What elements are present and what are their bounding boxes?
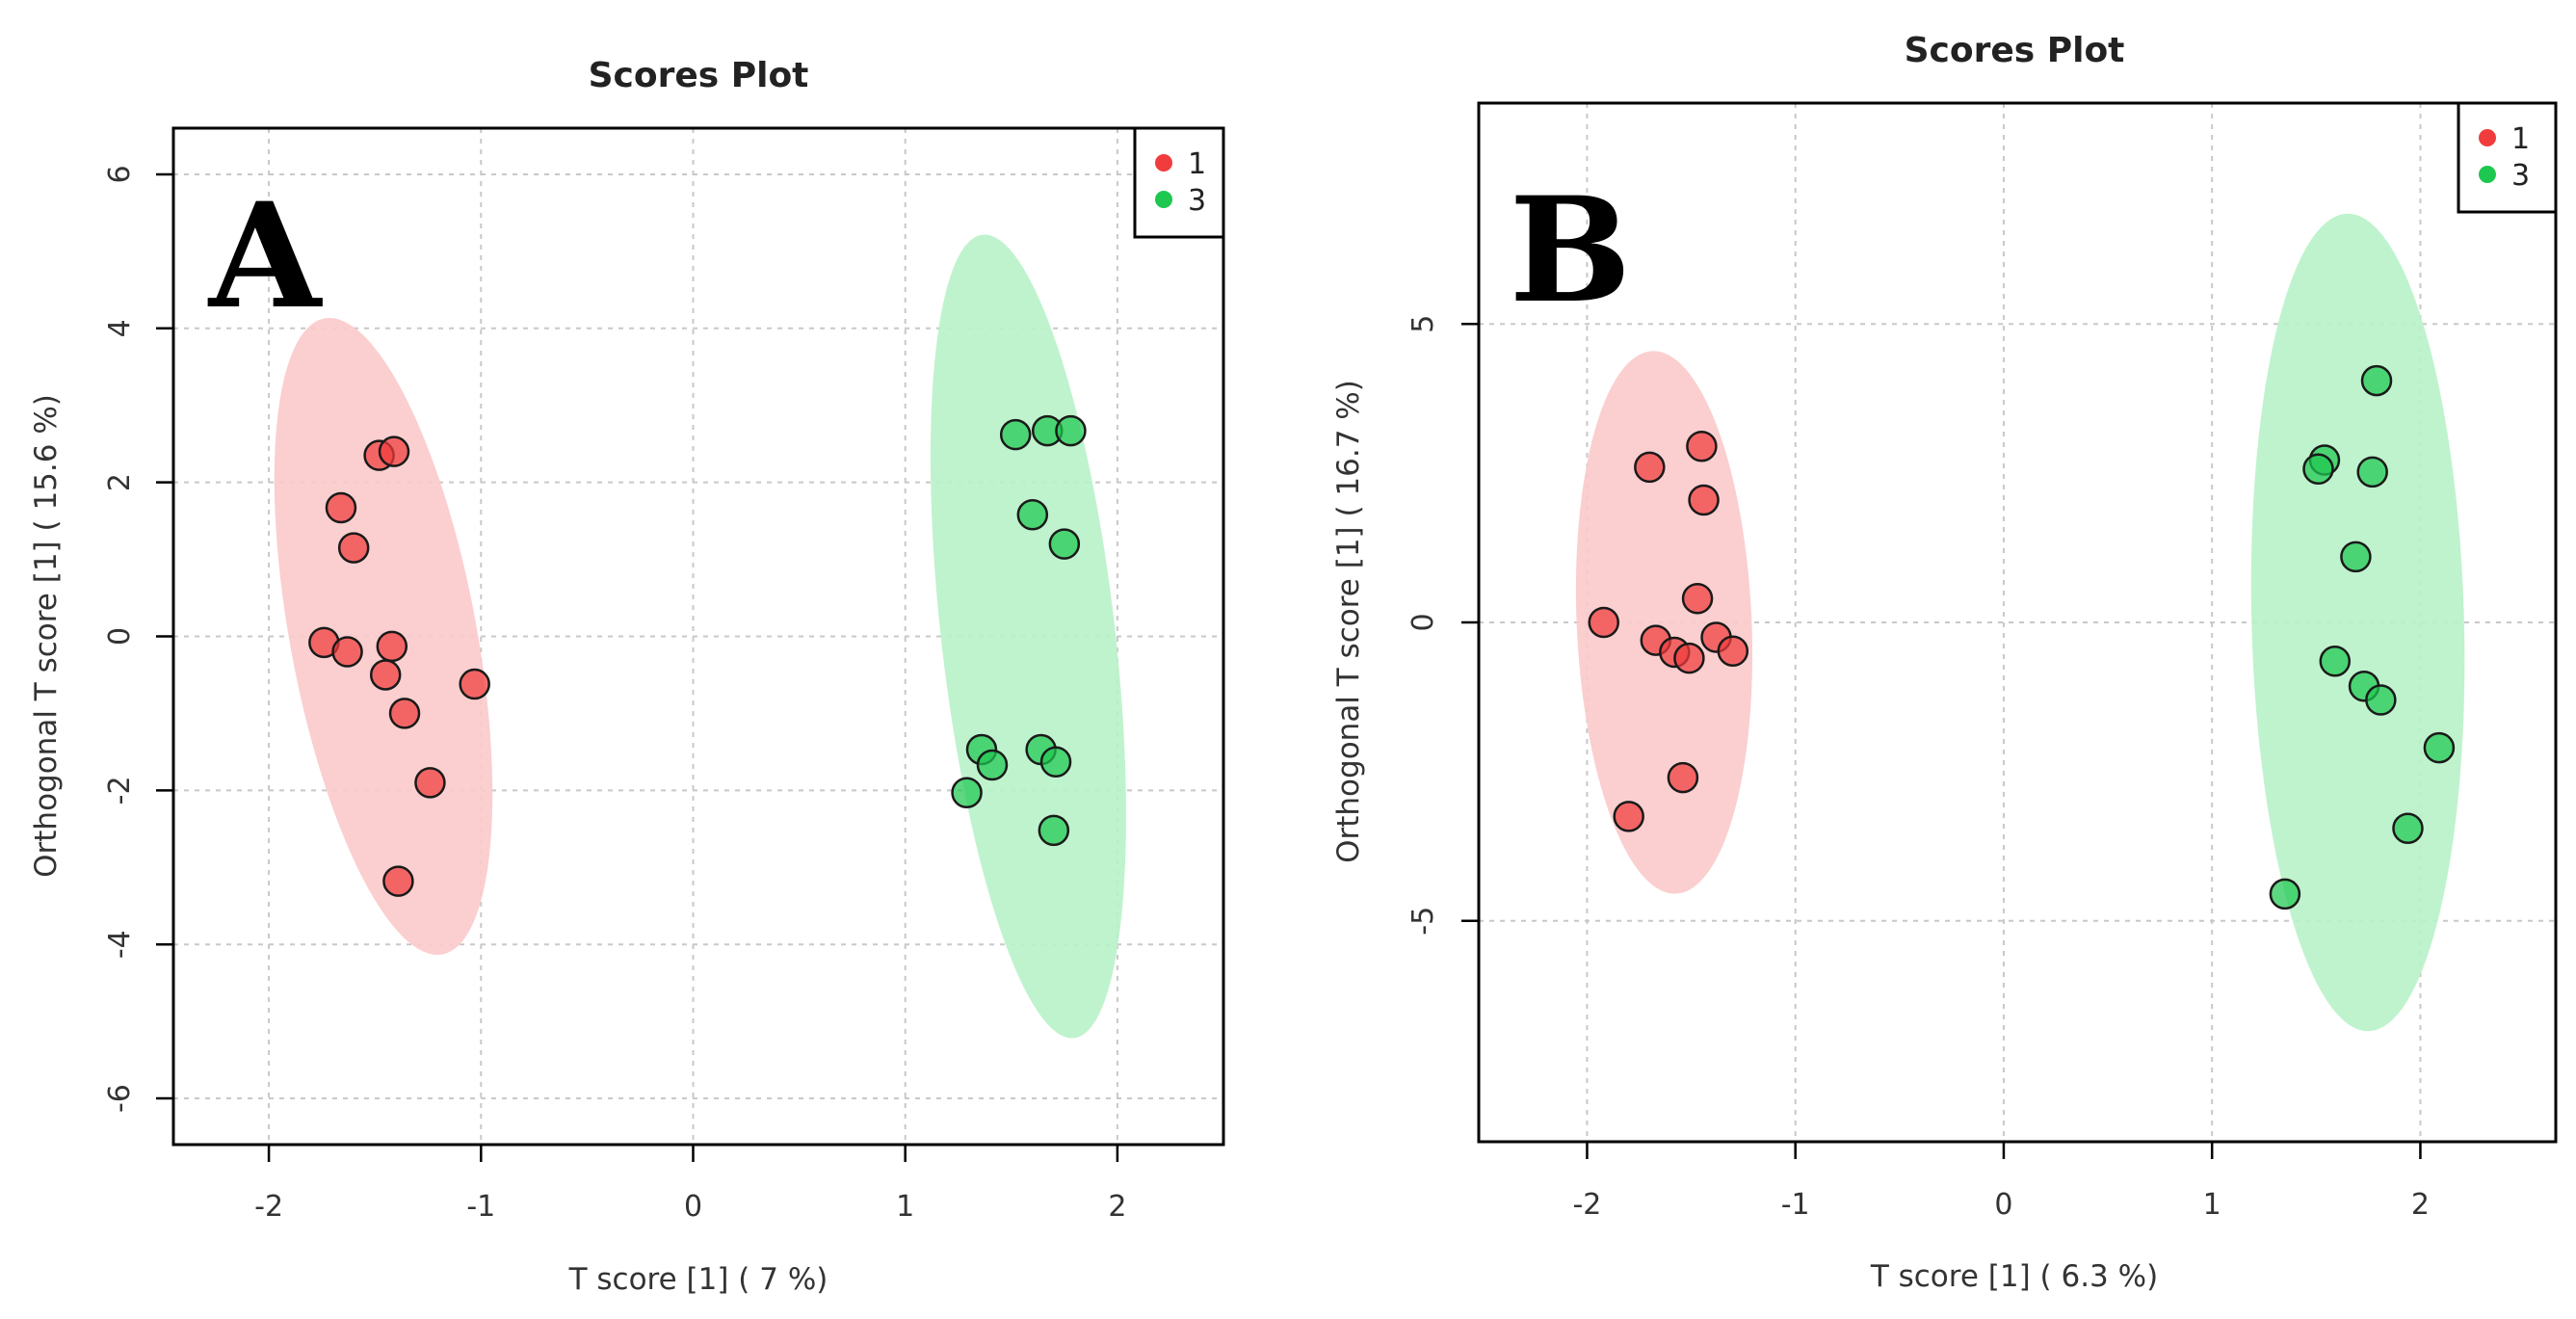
data-point-group-3 xyxy=(2302,453,2334,486)
data-point-group-3 xyxy=(2360,364,2393,397)
data-point-group-1 xyxy=(378,435,410,467)
data-point-group-1 xyxy=(331,636,363,668)
data-point-group-1 xyxy=(459,668,490,700)
data-point-group-1 xyxy=(325,491,357,524)
data-point-group-3 xyxy=(1048,528,1081,560)
scores-plot-panel-a: -2 -1 0 1 2 -6 -4 -2 0 2 4 6 Scores Plot T score [1] … xyxy=(29,56,1225,1297)
data-point-group-3 xyxy=(999,418,1032,451)
confidence-ellipse-group-3 xyxy=(2250,213,2465,1032)
panel-label: B xyxy=(1510,166,1632,335)
y-tick-label: -4 xyxy=(103,930,137,959)
legend-box xyxy=(1133,126,1225,239)
data-point-group-1 xyxy=(1686,430,1718,462)
legend: 13 xyxy=(1133,126,1225,239)
legend-label: 1 xyxy=(1188,147,1206,181)
x-tick-label: 2 xyxy=(1108,1190,1126,1224)
data-point-group-3 xyxy=(1038,814,1070,847)
y-tick-label: -5 xyxy=(1406,907,1440,936)
x-tick-label: 2 xyxy=(2411,1188,2430,1222)
x-axis-title: T score [1] ( 7 %) xyxy=(568,1262,828,1297)
legend-marker-3 xyxy=(2479,166,2496,183)
data-point-group-3 xyxy=(2269,878,2301,910)
legend-label: 3 xyxy=(1188,184,1206,218)
y-tick-label: 0 xyxy=(1406,613,1440,631)
chart-title: Scores Plot xyxy=(1905,31,2125,70)
data-point-group-3 xyxy=(2356,456,2388,488)
data-point-group-1 xyxy=(414,767,446,799)
y-tick-label: 5 xyxy=(1406,315,1440,333)
data-point-group-3 xyxy=(1016,498,1049,531)
data-point-group-3 xyxy=(2319,646,2352,677)
data-point-group-1 xyxy=(1717,635,1749,667)
legend-marker-3 xyxy=(1155,191,1172,208)
data-point-group-3 xyxy=(1039,746,1072,778)
data-point-group-3 xyxy=(2423,731,2456,764)
legend-label: 1 xyxy=(2511,122,2530,156)
data-point-group-3 xyxy=(2365,684,2397,716)
y-tick-label: -6 xyxy=(103,1084,137,1113)
legend-box xyxy=(2457,101,2558,214)
y-tick-label: 6 xyxy=(103,165,137,183)
data-point-group-1 xyxy=(1667,761,1699,794)
x-axis-title: T score [1] ( 6.3 %) xyxy=(1870,1259,2158,1294)
legend-marker-1 xyxy=(2479,129,2496,146)
x-tick-label: 1 xyxy=(896,1190,914,1224)
x-tick-label: 0 xyxy=(1994,1188,2012,1222)
scores-plot-panel-b: -2 -1 0 1 2 -5 0 5 Scores Plot T score [1] ( 6.3 … xyxy=(1331,31,2558,1294)
y-axis-title: Orthogonal T score [1] ( 16.7 %) xyxy=(1331,380,1366,863)
data-point-group-1 xyxy=(1588,606,1619,639)
data-point-group-1 xyxy=(1688,484,1720,516)
x-tick-label: -1 xyxy=(466,1190,495,1224)
y-tick-label: 2 xyxy=(103,473,137,491)
data-point-group-1 xyxy=(369,659,402,691)
legend: 13 xyxy=(2457,101,2558,214)
data-point-group-3 xyxy=(976,749,1009,781)
data-point-group-1 xyxy=(1681,582,1714,615)
data-point-group-3 xyxy=(2392,812,2424,844)
legend-marker-1 xyxy=(1155,154,1172,171)
data-point-group-1 xyxy=(388,698,421,729)
y-tick-label: -2 xyxy=(103,776,137,805)
x-tick-label: 0 xyxy=(684,1190,702,1224)
y-axis-title: Orthogonal T score [1] ( 15.6 %) xyxy=(29,394,64,878)
data-point-group-3 xyxy=(2340,541,2372,573)
legend-label: 3 xyxy=(2511,159,2530,193)
y-tick-label: 0 xyxy=(103,627,137,646)
x-tick-label: -2 xyxy=(254,1190,283,1224)
data-point-group-3 xyxy=(1055,414,1087,447)
panel-label: A xyxy=(207,171,324,341)
x-tick-label: -1 xyxy=(1781,1188,1810,1222)
data-point-group-1 xyxy=(382,865,414,897)
x-tick-label: 1 xyxy=(2203,1188,2221,1222)
chart-title: Scores Plot xyxy=(589,56,809,95)
data-point-group-1 xyxy=(337,532,370,564)
x-tick-label: -2 xyxy=(1572,1188,1601,1222)
data-point-group-3 xyxy=(951,777,983,808)
data-point-group-1 xyxy=(1634,451,1666,484)
y-tick-label: 4 xyxy=(103,319,137,337)
data-point-group-1 xyxy=(1613,801,1644,832)
data-point-group-1 xyxy=(1673,642,1705,674)
data-point-group-1 xyxy=(376,630,408,663)
